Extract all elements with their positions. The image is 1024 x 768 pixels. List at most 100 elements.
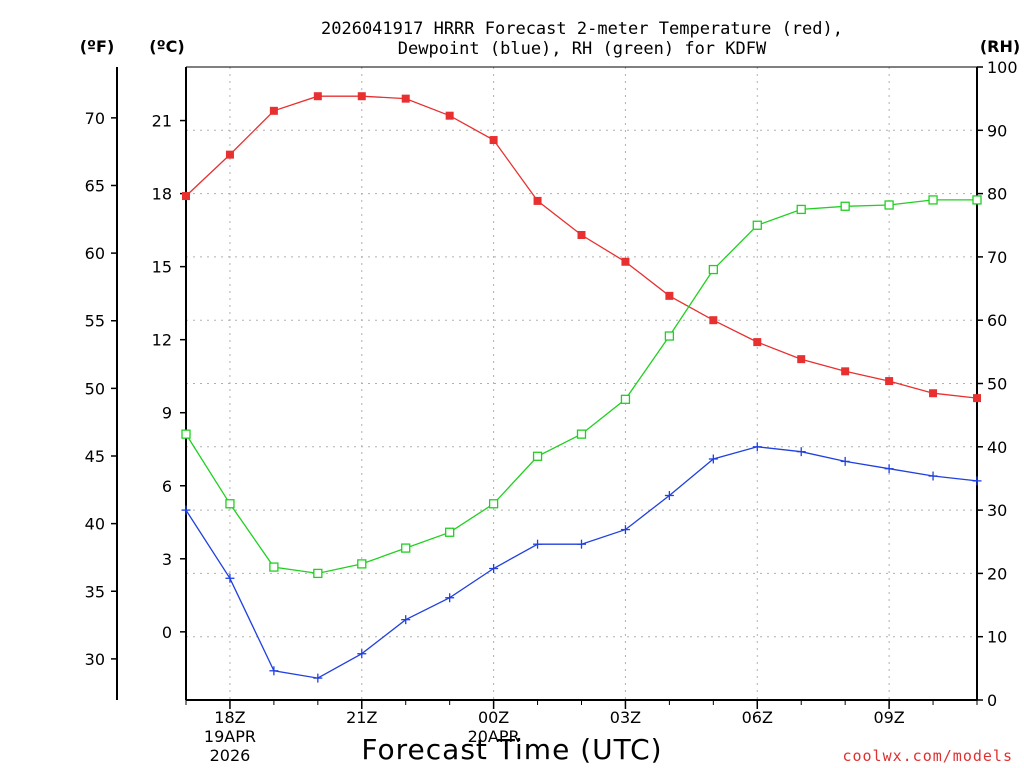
rh-point [445,527,455,537]
temperature-point [885,377,894,386]
fahrenheit-unit-label: (ºF) [80,37,115,56]
temperature-point [797,355,806,364]
dewpoint-point [357,649,367,659]
fahrenheit-tick-label: 60 [85,244,105,263]
rh-point [225,499,235,509]
dewpoint-point [269,666,279,676]
dewpoint-point [181,505,191,515]
rh-point [928,195,938,205]
temperature-point [269,106,278,115]
credit-text: coolwx.com/models [842,747,1013,765]
temperature-point [225,150,234,159]
fahrenheit-tick-label: 50 [85,379,105,398]
x-tick-label: 09Z [873,708,904,727]
temperature-point [313,92,322,101]
x-tick-date-label: 19APR [204,727,256,746]
rh-point [488,499,499,509]
rh-point [620,394,631,404]
dewpoint-point [664,490,674,500]
rh-point [313,568,323,579]
fahrenheit-tick-label: 35 [85,582,105,601]
temperature-point [841,367,850,376]
celsius-tick-label: 0 [162,623,172,642]
rh-tick-label: 70 [987,248,1007,267]
axes-layer: 0 3 6 9 12 15 18 21 30 35 40 45 50 55 60 65 70 0 10 20 30 40 5… [85,58,1018,765]
rh-unit-label: (RH) [980,37,1020,56]
rh-tick-label: 90 [987,121,1007,140]
temperature-point [357,92,366,101]
temperature-point [445,111,454,120]
celsius-tick-label: 3 [162,550,172,569]
temperature-point [577,230,586,239]
chart-title-line2: Dewpoint (blue), RH (green) for KDFW [398,39,767,59]
rh-point [357,559,367,569]
x-tick-label: 00Z [478,708,509,727]
temperature-series-line [185,95,978,399]
temperature-point [489,136,498,145]
x-tick-label: 06Z [742,708,773,727]
rh-tick-label: 80 [987,185,1007,204]
dewpoint-point [840,456,850,466]
temperature-point [973,394,981,403]
dewpoint-point [796,447,806,457]
fahrenheit-tick-label: 65 [85,176,105,195]
x-tick-date-label: 20APR [468,727,520,746]
rh-series-line [185,199,977,575]
rh-point [708,264,718,275]
x-axis-label: Forecast Time (UTC) [361,733,662,766]
dewpoint-point [884,464,894,474]
celsius-tick-label: 6 [162,477,172,496]
dewpoint-point [577,539,586,549]
x-tick-label: 03Z [610,708,641,727]
x-tick-label: 21Z [346,708,377,727]
rh-point [796,204,806,215]
grid-layer [186,67,977,700]
dewpoint-point [225,573,235,583]
rh-tick-label: 40 [987,438,1007,457]
dewpoint-point [313,673,323,683]
temperature-point [401,94,410,103]
dewpoint-point [620,525,630,535]
fahrenheit-tick-label: 40 [85,515,105,534]
temperature-point [709,316,718,325]
dewpoint-point [928,471,938,481]
fahrenheit-tick-label: 30 [85,650,105,669]
rh-point [752,220,762,230]
rh-point [840,201,850,211]
rh-point [664,331,675,341]
celsius-tick-label: 21 [152,112,172,131]
rh-tick-label: 30 [987,501,1007,520]
x-tick-year-label: 2026 [210,746,251,765]
rh-tick-label: 60 [987,311,1007,330]
dewpoint-point [972,476,982,486]
rh-tick-label: 10 [987,628,1007,647]
dewpoint-point [489,564,499,574]
celsius-unit-label: (ºC) [149,37,184,56]
series-layer [181,92,982,683]
rh-point [576,429,587,439]
celsius-tick-label: 15 [152,258,172,277]
dewpoint-point [752,442,762,452]
x-tick-label: 18Z [214,708,245,727]
chart-title-line1: 2026041917 HRRR Forecast 2-meter Tempera… [321,19,843,39]
temperature-point [182,192,190,201]
rh-tick-label: 50 [987,375,1007,394]
rh-point [972,195,982,205]
rh-tick-label: 100 [987,58,1018,77]
rh-point [181,429,191,439]
rh-tick-label: 20 [987,564,1007,583]
celsius-tick-label: 18 [152,185,172,204]
fahrenheit-tick-label: 45 [85,447,105,466]
fahrenheit-tick-label: 55 [85,312,105,331]
temperature-point [665,291,674,300]
temperature-point [533,196,542,205]
rh-point [532,451,543,461]
dewpoint-series-line [185,446,978,679]
rh-point [269,562,279,572]
rh-tick-label: 0 [987,691,997,710]
fahrenheit-tick-label: 70 [85,109,105,128]
dewpoint-point [401,615,411,625]
dewpoint-point [533,539,543,549]
celsius-tick-label: 12 [152,331,172,350]
